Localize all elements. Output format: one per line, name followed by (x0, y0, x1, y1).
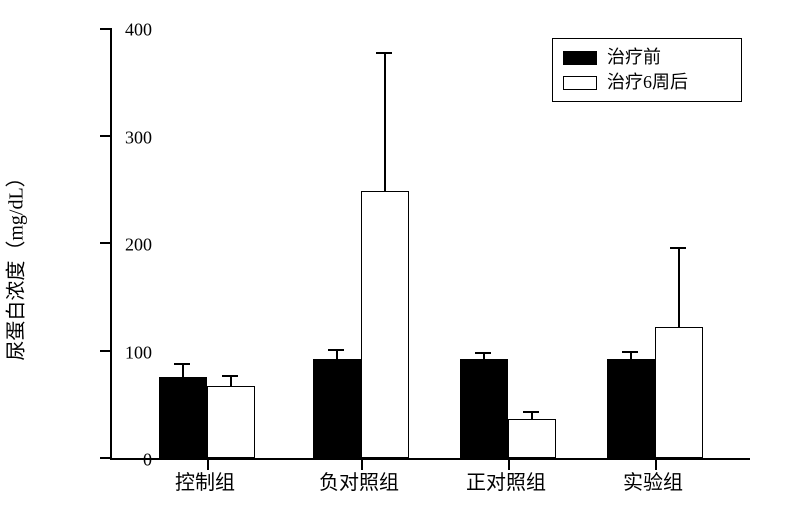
errorbar-cap (670, 247, 686, 249)
legend-swatch-icon (563, 51, 597, 65)
category-label: 控制组 (175, 466, 235, 495)
bar-before (159, 377, 207, 458)
ytick (100, 457, 112, 459)
errorbar-stem (336, 351, 338, 360)
errorbar-cap (622, 351, 638, 353)
errorbar-cap (523, 411, 539, 413)
errorbar-stem (182, 365, 184, 378)
category-label: 负对照组 (319, 466, 399, 495)
bar-after (508, 419, 556, 458)
bar-before (460, 359, 508, 458)
bar-before (607, 359, 655, 458)
errorbar-cap (376, 52, 392, 54)
errorbar-stem (230, 377, 232, 386)
chart-container: 尿蛋白浓度（mg/dL） 0 100 200 300 400 (0, 0, 800, 527)
bar-after (361, 191, 409, 458)
legend-swatch-icon (563, 76, 597, 90)
legend-item-before: 治疗前 (563, 45, 727, 70)
bar-after (207, 386, 255, 458)
errorbar-stem (630, 353, 632, 359)
legend-label: 治疗前 (607, 45, 661, 70)
bar-before (313, 359, 361, 458)
bar-after (655, 327, 703, 458)
legend-item-after: 治疗6周后 (563, 70, 727, 95)
errorbar-stem (384, 54, 386, 192)
legend: 治疗前 治疗6周后 (552, 38, 742, 102)
ytick (100, 135, 112, 137)
errorbar-stem (531, 413, 533, 419)
category-label: 实验组 (623, 466, 683, 495)
category-label: 正对照组 (466, 466, 546, 495)
errorbar-cap (328, 349, 344, 351)
ytick (100, 242, 112, 244)
errorbar-stem (678, 249, 680, 326)
errorbar-cap (475, 352, 491, 354)
errorbar-stem (483, 354, 485, 359)
y-axis-label: 尿蛋白浓度（mg/dL） (0, 167, 29, 360)
ytick (100, 350, 112, 352)
legend-label: 治疗6周后 (607, 70, 688, 95)
errorbar-cap (222, 375, 238, 377)
errorbar-cap (174, 363, 190, 365)
ytick (100, 28, 112, 30)
